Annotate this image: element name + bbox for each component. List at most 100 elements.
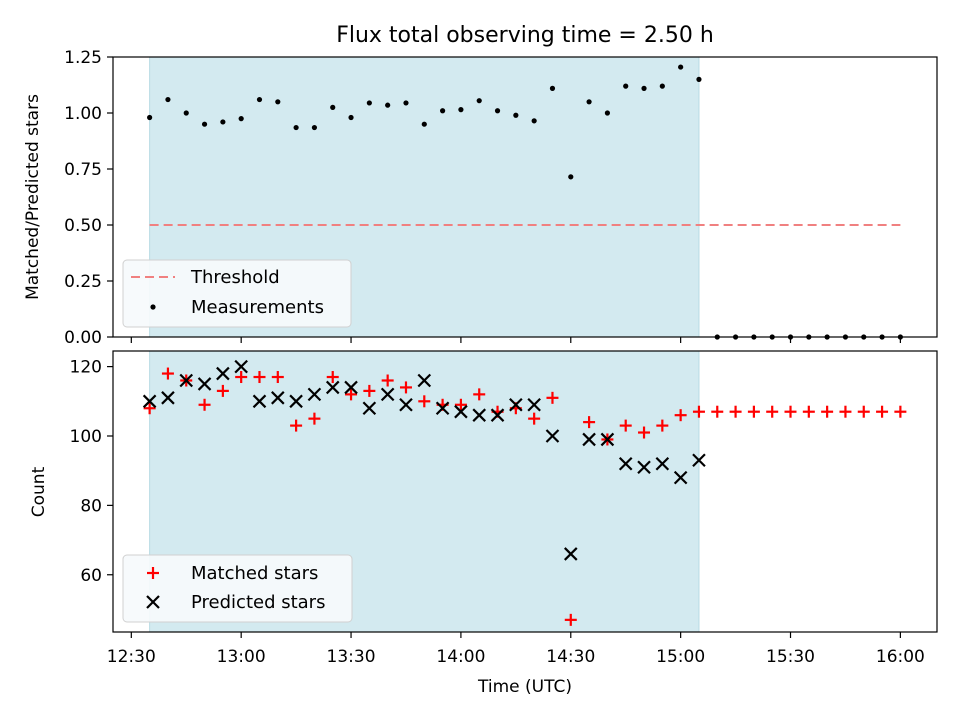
- ratio-panel: 0.00 0.25 0.50 0.75 1.00 1.25 Matched/Predict…: [23, 48, 938, 348]
- measurement-point: [238, 116, 244, 122]
- measurement-point: [659, 83, 665, 89]
- measurement-point: [183, 110, 189, 116]
- predicted-star-point: [161, 391, 175, 405]
- x-tick-label: 14:00: [436, 647, 485, 667]
- measurement-point: [403, 100, 409, 106]
- predicted-star-point: [545, 429, 560, 443]
- matched-star-point: [894, 405, 907, 418]
- predicted-star-point: [271, 391, 285, 405]
- matched-star-point: [454, 398, 467, 411]
- matched-star-point: [290, 419, 303, 432]
- ratio-y-tick-label: 1.25: [64, 48, 102, 68]
- predicted-star-point: [582, 432, 596, 447]
- matched-star-point: [253, 371, 266, 384]
- matched-star-point: [583, 416, 596, 429]
- matched-star-point: [326, 371, 339, 384]
- matched-star-point: [198, 398, 211, 411]
- predicted-star-point: [435, 401, 450, 416]
- predicted-star-point: [344, 380, 358, 395]
- predicted-star-point: [399, 397, 413, 412]
- predicted-star-point: [563, 547, 578, 561]
- ratio-y-tick-label: 0.00: [64, 328, 102, 348]
- matched-star-point: [235, 371, 248, 384]
- measurement-point: [641, 85, 647, 91]
- measurement-point: [147, 114, 153, 121]
- count-legend: Matched stars Predicted stars: [122, 554, 353, 623]
- predicted-star-point: [216, 366, 230, 381]
- legend-threshold-label: Threshold: [190, 267, 280, 288]
- matched-star-point: [674, 409, 687, 422]
- legend-measurements-swatch: [150, 304, 156, 310]
- predicted-star-point: [252, 394, 267, 409]
- matched-star-point: [528, 412, 541, 425]
- matched-star-point: [839, 405, 852, 418]
- matched-star-point: [784, 405, 797, 418]
- x-tick-label: 15:30: [766, 647, 815, 667]
- measurement-point: [201, 121, 208, 127]
- ratio-y-tick-label: 1.00: [64, 104, 102, 124]
- count-y-tick-label: 120: [70, 358, 102, 378]
- ratio-legend: Threshold Measurements: [122, 259, 352, 328]
- predicted-star-point: [362, 401, 377, 416]
- x-tick-label: 13:00: [217, 647, 266, 667]
- ratio-panel-frame: [112, 56, 938, 338]
- predicted-star-point: [673, 470, 688, 485]
- legend-matched-swatch: [147, 567, 159, 579]
- measurement-point: [330, 104, 336, 110]
- predicted-star-point: [179, 373, 194, 388]
- x-tick-label: 12:30: [107, 647, 156, 667]
- matched-star-point: [546, 391, 559, 404]
- chart-title: Flux total observing time = 2.50 h: [336, 23, 714, 48]
- measurement-point: [623, 83, 629, 89]
- legend-predicted-label: Predicted stars: [191, 592, 325, 613]
- matched-star-point: [747, 405, 760, 418]
- predicted-star-point: [380, 387, 395, 402]
- matched-star-point: [473, 388, 486, 401]
- predicted-star-point: [490, 408, 505, 422]
- predicted-star-point: [197, 377, 212, 391]
- count-y-tick-label: 60: [80, 566, 102, 586]
- count-panel-frame: [112, 350, 938, 633]
- predicted-star-point: [234, 359, 248, 374]
- measurement-point: [586, 99, 592, 105]
- predicted-star-point: [472, 408, 487, 422]
- ratio-legend-box: [122, 259, 352, 328]
- matched-star-point: [381, 374, 394, 387]
- measurement-point: [513, 112, 519, 118]
- matched-star-point: [619, 419, 632, 432]
- measurement-point: [531, 118, 537, 124]
- predicted-star-point: [692, 453, 706, 468]
- matched-star-point: [729, 405, 742, 418]
- predicted-star-point: [325, 380, 340, 395]
- predicted-star-point: [637, 460, 651, 474]
- measurement-point: [458, 107, 464, 113]
- matched-star-point: [711, 405, 724, 418]
- matched-star-point: [216, 384, 229, 397]
- matched-star-point: [802, 405, 815, 418]
- x-tick-label: 14:30: [546, 647, 595, 667]
- matched-star-point: [271, 371, 284, 384]
- matched-star-point: [876, 405, 889, 418]
- measurement-point: [549, 85, 556, 91]
- matched-star-point: [143, 402, 156, 415]
- matched-star-point: [363, 384, 376, 397]
- predicted-star-point: [509, 397, 523, 412]
- measurement-point: [256, 96, 263, 103]
- predicted-star-point: [307, 387, 322, 402]
- ratio-y-tick-label: 0.75: [64, 160, 102, 180]
- predicted-star-point: [454, 404, 468, 419]
- matched-star-point: [766, 405, 779, 418]
- matched-star-point: [308, 412, 321, 425]
- measurement-point: [678, 64, 684, 70]
- predicted-star-point: [142, 394, 157, 409]
- ratio-y-tick-label: 0.50: [64, 216, 102, 236]
- matched-star-point: [418, 395, 431, 408]
- matched-star-point: [638, 426, 651, 439]
- legend-matched-label: Matched stars: [191, 563, 318, 584]
- matched-star-point: [857, 405, 870, 418]
- matched-star-point: [345, 388, 358, 401]
- measurement-point: [220, 119, 226, 125]
- matched-star-point: [399, 381, 412, 394]
- measurement-point: [604, 110, 611, 116]
- x-tick-label: 15:00: [656, 647, 705, 667]
